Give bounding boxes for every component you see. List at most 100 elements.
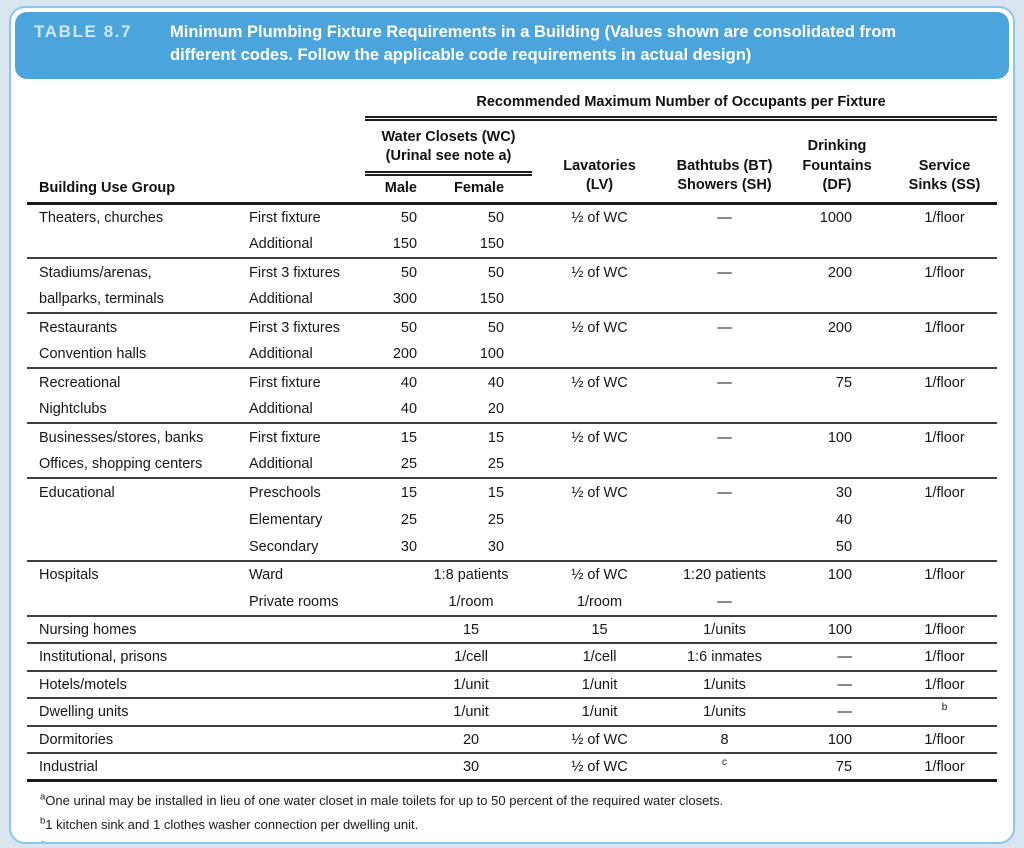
table-cell	[892, 231, 997, 259]
table-cell: Ward	[247, 559, 366, 589]
table-cell: 40	[365, 367, 438, 396]
column-header-male: Male	[384, 179, 418, 196]
column-header-lavatories: Lavatories (LV)	[563, 157, 636, 194]
table-cell: ½ of WC	[532, 752, 668, 783]
table-cell: Institutional, prisons	[27, 642, 247, 671]
table-cell: 1/cell	[365, 642, 533, 671]
footnote-a-text: One urinal may be installed in lieu of o…	[45, 793, 724, 809]
table-cell: Additional	[249, 401, 313, 418]
table-cell: 1/floor	[892, 312, 998, 341]
table-cell: Recreational	[27, 367, 247, 396]
table-cell: 150	[479, 236, 505, 253]
column-header-female: Female	[454, 179, 505, 196]
table-cell: 100	[479, 346, 505, 363]
table-row: ballparks, terminals Additional 300 150	[27, 286, 997, 314]
table-cell: First fixture	[247, 422, 366, 451]
table-cell: First 3 fixtures	[247, 312, 366, 341]
table-cell: 50	[437, 312, 533, 341]
table-cell: 50	[835, 538, 853, 555]
table-cell: —	[782, 669, 893, 699]
table-cell	[892, 286, 997, 314]
table-cell: 50	[437, 201, 533, 231]
table-cell: 30	[365, 752, 533, 783]
table-cell: 1/units	[667, 614, 783, 644]
table-cell	[782, 231, 892, 259]
table-row: Hotels/motels 1/unit 1/unit 1/units —1/floor	[27, 669, 998, 699]
table-cell	[532, 231, 667, 259]
table-cell: Private rooms	[249, 593, 339, 610]
table-cell	[667, 286, 782, 314]
table-cell: 200	[782, 312, 893, 341]
table-cell: 200	[392, 346, 418, 363]
table-cell: 15	[365, 614, 533, 644]
table-cell: 1/floor	[892, 367, 998, 396]
fixtures-table: Building Use Group Recommended Maximum N…	[27, 86, 998, 783]
table-cell: 40	[835, 511, 853, 528]
table-row: Industrial 30 ½ of WC c 75 1/floor	[27, 752, 998, 783]
column-header-water-closets: Water Closets (WC) (Urinal see note a)	[365, 118, 533, 176]
table-cell: ½ of WC	[532, 201, 668, 231]
table-body: Theaters, churches First fixture 50 50 ½ of …	[27, 201, 998, 783]
table-cell: —	[782, 697, 893, 726]
table-cell: 40	[437, 367, 533, 396]
table-cell: First fixture	[247, 367, 366, 396]
table-row: Dwelling units 1/unit 1/unit 1/units — b	[27, 697, 998, 726]
table-cell: Secondary	[249, 538, 319, 555]
table-cell: 75	[782, 752, 893, 783]
table-cell: 150	[392, 236, 418, 253]
table-cell: Additional	[249, 346, 313, 363]
table-cell: 100	[782, 559, 893, 589]
table-cell: 1/floor	[892, 642, 998, 671]
table-cell	[892, 533, 997, 561]
table-cell	[247, 642, 366, 671]
table-cell: 1/floor	[892, 477, 998, 506]
table-cell: 1/unit	[365, 697, 533, 726]
table-cell	[892, 341, 997, 369]
table-cell: 1/floor	[892, 724, 998, 754]
table-cell: 1/unit	[532, 669, 668, 699]
table-row: Stadiums/arenas, First 3 fixtures 50 50 ½ of…	[27, 257, 998, 286]
table-cell: ½ of WC	[532, 257, 668, 286]
table-row: Convention halls Additional 200 100	[27, 341, 997, 369]
table-body-area: Building Use Group Recommended Maximum N…	[15, 79, 1009, 842]
footnote-b: b1 kitchen sink and 1 clothes washer con…	[40, 813, 995, 836]
table-cell: Preschools	[247, 477, 366, 506]
table-cell: Convention halls	[39, 346, 147, 363]
table-cell: Hotels/motels	[27, 669, 247, 699]
table-cell: 25	[400, 456, 418, 473]
table-row: Restaurants First 3 fixtures 50 50 ½ of WC —2…	[27, 312, 998, 341]
table-cell: 1/room	[448, 593, 494, 610]
table-cell: —	[667, 477, 783, 506]
table-cell: 1/floor	[892, 201, 998, 231]
table-cell: 25	[487, 456, 505, 473]
table-row: Nursing homes 15 15 1/units 100 1/floor	[27, 614, 998, 644]
table-cell	[532, 396, 667, 424]
table-title: Minimum Plumbing Fixture Requirements in…	[170, 23, 897, 65]
table-cell	[782, 396, 892, 424]
table-cell: Additional	[249, 456, 313, 473]
table-cell: 1/floor	[892, 422, 998, 451]
table-card: TABLE 8.7 Minimum Plumbing Fixture Requi…	[9, 6, 1015, 844]
table-cell: ½ of WC	[532, 367, 668, 396]
column-header-building-use-group: Building Use Group	[39, 179, 176, 196]
table-cell: 20	[365, 724, 533, 754]
table-cell: 25	[487, 511, 505, 528]
table-cell: 50	[365, 257, 438, 286]
table-cell	[532, 506, 667, 534]
table-cell: ½ of WC	[532, 477, 668, 506]
table-cell: 1/floor	[892, 257, 998, 286]
table-cell	[892, 396, 997, 424]
table-cell: 25	[400, 511, 418, 528]
column-header-drinking-fountains: Drinking Fountains (DF)	[802, 138, 872, 194]
table-cell: 1:20 patients	[667, 559, 783, 589]
table-cell	[27, 231, 247, 259]
table-cell: 50	[365, 312, 438, 341]
table-cell: 1/cell	[532, 642, 668, 671]
table-row: Nightclubs Additional 40 20	[27, 396, 997, 424]
table-cell: 40	[400, 401, 418, 418]
table-cell: 1/floor	[892, 614, 998, 644]
table-cell: b	[892, 697, 998, 726]
footnote-a-marker: a	[40, 792, 46, 804]
column-header-bathtubs-showers: Bathtubs (BT) Showers (SH)	[676, 157, 773, 194]
table-cell: 50	[365, 201, 438, 231]
